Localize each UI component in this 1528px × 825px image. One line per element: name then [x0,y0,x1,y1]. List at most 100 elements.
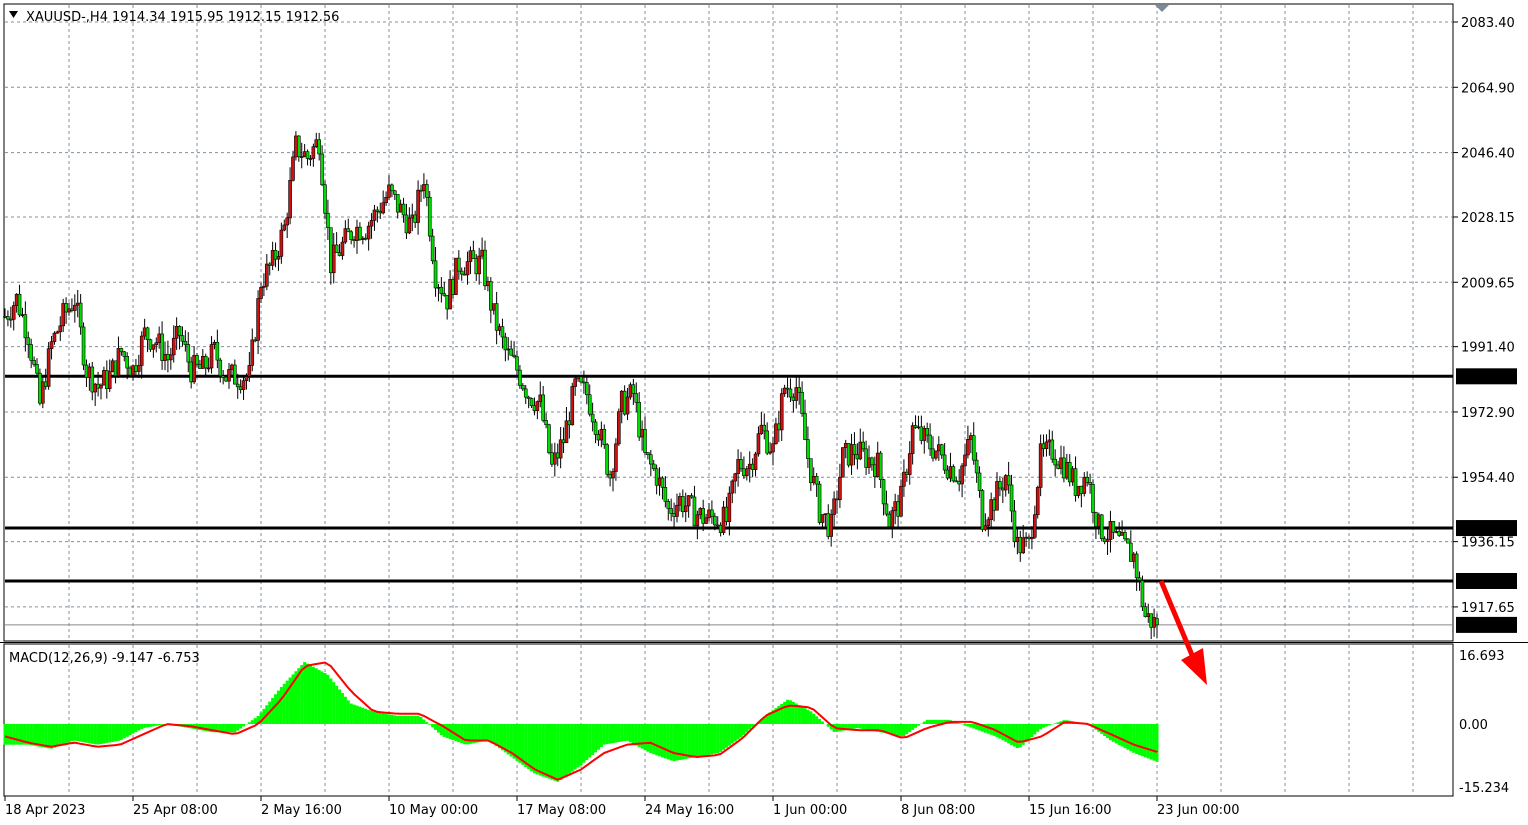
macd-histogram-bar [102,724,106,744]
candle-body [390,184,394,192]
candle-body [718,524,723,533]
macd-histogram-bar [870,724,874,731]
candle-body [852,444,857,455]
price-tick-label: 1936.15 [1461,536,1515,551]
candle [509,340,513,356]
macd-histogram-bar [966,724,970,727]
time-tick-label: 18 Apr 2023 [5,803,85,818]
candle [535,400,540,420]
candle-body [867,457,871,468]
collapse-triangle-icon[interactable] [9,11,18,18]
candle [241,377,246,400]
macd-histogram-bar [809,711,813,724]
candle-body [881,479,886,505]
candle-body [1047,439,1052,443]
candle [1015,529,1020,555]
macd-histogram-bar [105,724,109,743]
macd-histogram-bar [1108,724,1112,741]
macd-histogram-bar [698,724,702,757]
candle [413,210,417,228]
candle [35,358,39,377]
candle-body [689,495,694,498]
candle [288,167,292,225]
candle-body [160,333,164,361]
macd-histogram-bar [340,693,344,724]
candle-body [81,326,86,366]
candle [244,373,249,390]
candle-body [259,287,263,299]
candle-body [1155,618,1159,626]
macd-histogram-bar [820,721,824,724]
candle-body [311,146,316,159]
macd-histogram-bar [93,724,97,745]
candle [302,144,307,158]
candle-body [157,333,161,344]
candle [523,384,528,405]
candle-body [736,459,740,475]
macd-histogram-bar [701,724,705,756]
candle-body [294,135,298,158]
macd-histogram-bar [99,724,103,744]
candle-body [733,473,737,482]
candle-body [489,281,493,311]
candle [282,219,287,232]
candle-body [180,335,185,342]
macd-histogram-bar [436,724,440,733]
candle-body [980,490,985,530]
macd-histogram-bar [916,724,920,726]
candle-body [654,468,659,486]
candle-body [777,423,781,431]
candle [64,297,68,324]
candle-body [995,481,999,511]
candle [41,376,45,409]
candle [49,335,54,360]
candle [529,397,534,409]
candle-body [785,387,790,390]
candle [262,273,266,297]
candle [919,415,924,445]
candle [134,359,138,378]
macd-histogram-bar [655,724,659,756]
candle [1001,478,1005,504]
candle-body [596,434,601,441]
candle [986,516,991,537]
candle [407,207,412,235]
candle-body [934,450,938,459]
macd-histogram-bar [335,685,339,724]
candle [791,393,796,413]
candle [782,384,787,397]
candle [634,382,639,413]
macd-histogram-bar [628,724,632,743]
candle [878,450,883,489]
macd-histogram-bar [852,724,856,729]
horizontal-levels[interactable]: 1983.00 1940.00 1925.00 1912.56 [5,368,1517,634]
candle-body [832,498,836,515]
macd-histogram-bar [201,724,205,731]
candle [750,458,755,478]
candle [622,385,627,416]
candle [785,375,790,398]
candle-body [791,396,796,401]
candle [905,468,909,482]
candle [774,417,778,445]
candle [771,436,775,466]
candle [238,379,243,394]
candle-body [491,303,496,311]
candle [1073,456,1078,502]
macd-histogram-bar [925,719,929,724]
candle-body [61,303,65,327]
candle [1056,460,1060,470]
candle-body [1003,475,1008,491]
chart-shift-marker-icon[interactable] [1155,5,1169,12]
candle-body [105,370,109,390]
candle [1050,430,1055,463]
candle-body [727,492,732,522]
macd-histogram-bar [943,719,947,724]
macd-histogram-bar [271,697,275,724]
candle [433,247,438,297]
down-arrow-annotation[interactable] [1158,580,1207,685]
candle [614,438,618,481]
candles [3,131,1159,640]
candle-body [983,525,988,530]
